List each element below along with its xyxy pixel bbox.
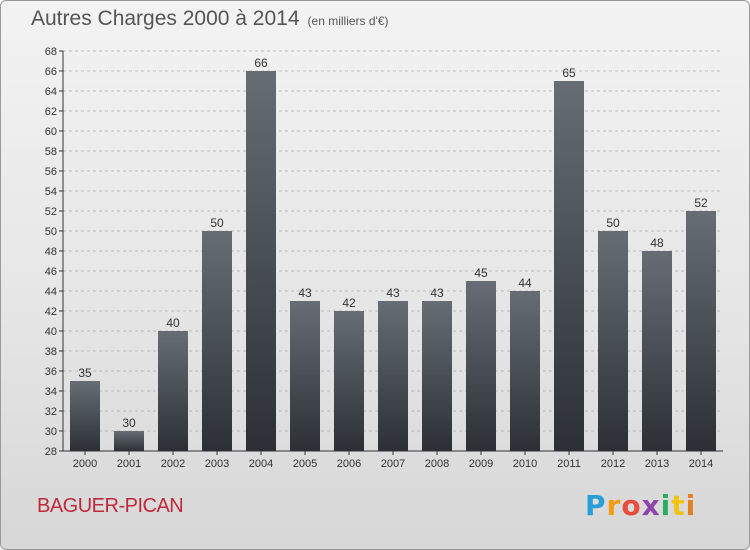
y-tick-label: 40 [45, 326, 57, 338]
x-tick-label: 2001 [117, 458, 141, 470]
data-label: 44 [518, 276, 532, 290]
y-tick-label: 36 [45, 366, 57, 378]
x-tick-label: 2006 [337, 458, 361, 470]
data-label: 50 [606, 216, 620, 230]
bar [510, 291, 540, 451]
bar [642, 251, 672, 451]
bar [422, 301, 452, 451]
bar [466, 281, 496, 451]
x-tick-label: 2012 [601, 458, 625, 470]
y-tick-label: 44 [45, 286, 57, 298]
bar [158, 331, 188, 451]
x-tick-label: 2009 [469, 458, 493, 470]
data-label: 65 [562, 66, 576, 80]
data-label: 40 [166, 316, 180, 330]
x-tick-label: 2000 [73, 458, 97, 470]
data-label: 43 [430, 286, 444, 300]
bar [246, 71, 276, 451]
y-tick-label: 54 [45, 186, 57, 198]
logo-letter: r [606, 489, 622, 522]
bar [114, 431, 144, 451]
data-label: 50 [210, 216, 224, 230]
x-tick-label: 2013 [645, 458, 669, 470]
y-tick-label: 34 [45, 386, 57, 398]
data-label: 30 [122, 416, 136, 430]
y-tick-label: 50 [45, 226, 57, 238]
y-tick-label: 30 [45, 426, 57, 438]
data-label: 42 [342, 296, 356, 310]
chart-subtitle: (en milliers d'€) [307, 14, 389, 28]
data-label: 45 [474, 266, 488, 280]
x-tick-label: 2004 [249, 458, 273, 470]
data-label: 52 [694, 196, 708, 210]
y-tick-label: 60 [45, 126, 57, 138]
y-tick-label: 68 [45, 46, 57, 58]
y-tick-label: 32 [45, 406, 57, 418]
logo-letter: x [641, 489, 661, 522]
bar [378, 301, 408, 451]
data-label: 66 [254, 56, 268, 70]
data-label: 43 [298, 286, 312, 300]
logo-letter: i [660, 489, 672, 522]
y-tick-label: 64 [45, 86, 57, 98]
y-tick-label: 66 [45, 66, 57, 78]
bar [334, 311, 364, 451]
bar [202, 231, 232, 451]
bar [70, 381, 100, 451]
logo-letter: i [685, 489, 697, 522]
y-tick-label: 62 [45, 106, 57, 118]
data-label: 48 [650, 236, 664, 250]
data-label: 35 [78, 366, 92, 380]
logo-letter: t [671, 489, 686, 522]
y-tick-label: 58 [45, 146, 57, 158]
y-tick-label: 52 [45, 206, 57, 218]
x-tick-label: 2007 [381, 458, 405, 470]
bar [598, 231, 628, 451]
bar [554, 81, 584, 451]
logo-letter: o [621, 489, 642, 522]
bar [290, 301, 320, 451]
x-tick-label: 2005 [293, 458, 317, 470]
commune-name: BAGUER-PICAN [37, 495, 184, 517]
x-tick-label: 2011 [557, 458, 581, 470]
x-tick-label: 2002 [161, 458, 185, 470]
x-tick-label: 2010 [513, 458, 537, 470]
bar [686, 211, 716, 451]
proxiti-logo: Proxiti [585, 489, 696, 522]
y-tick-label: 46 [45, 266, 57, 278]
x-tick-label: 2003 [205, 458, 229, 470]
y-tick-label: 56 [45, 166, 57, 178]
y-tick-label: 48 [45, 246, 57, 258]
chart-title: Autres Charges 2000 à 2014 (en milliers d… [31, 7, 389, 31]
y-tick-label: 42 [45, 306, 57, 318]
x-tick-label: 2008 [425, 458, 449, 470]
y-tick-label: 38 [45, 346, 57, 358]
data-label: 43 [386, 286, 400, 300]
logo-letter: P [585, 489, 607, 522]
x-tick-label: 2014 [689, 458, 713, 470]
chart-title-text: Autres Charges 2000 à 2014 [31, 7, 300, 30]
y-tick-label: 28 [45, 446, 57, 458]
